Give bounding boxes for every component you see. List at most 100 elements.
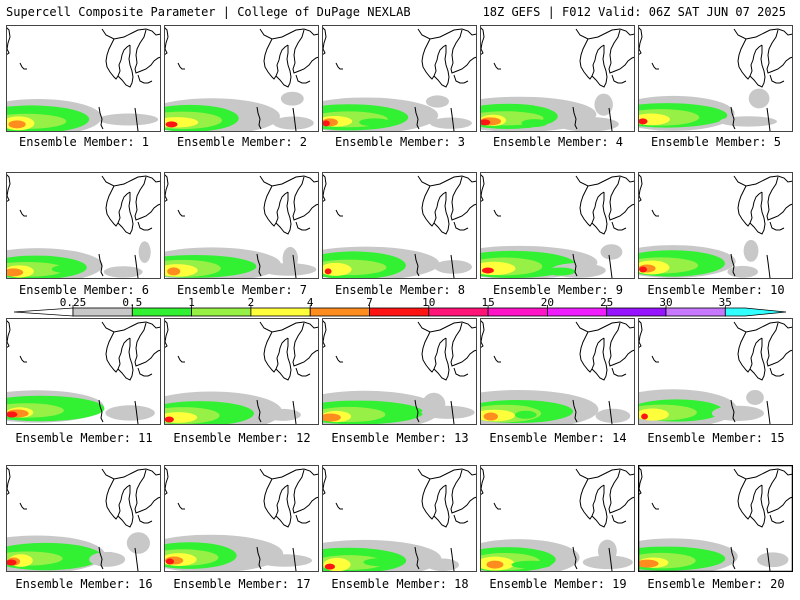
- great-lakes-coastline: [164, 173, 319, 279]
- scp-contour-fill: [6, 268, 24, 277]
- great-lakes-coastline: [480, 319, 635, 425]
- ensemble-member-panel: [6, 318, 161, 425]
- scp-contour-fill: [594, 93, 613, 116]
- ensemble-member-label: Ensemble Member: 16: [15, 577, 153, 591]
- scp-contour-fill: [434, 260, 473, 274]
- panel-frame: [480, 172, 635, 279]
- scp-contour-fill: [126, 532, 150, 554]
- scp-map: [164, 172, 319, 279]
- ensemble-member-label: Ensemble Member: 10: [647, 283, 785, 297]
- scp-contour-fill: [280, 91, 304, 106]
- panel-frame: [322, 25, 477, 132]
- scp-contour-fill: [6, 411, 18, 418]
- colorbar-tick-label: 10: [422, 296, 435, 309]
- colorbar-swatch: [665, 307, 726, 317]
- colorbar-tick-label: 2: [248, 296, 255, 309]
- ensemble-member-panel: [638, 172, 793, 279]
- scp-contour-fill: [422, 392, 446, 416]
- ensemble-member-panel: [322, 465, 477, 572]
- ensemble-member-label: Ensemble Member: 11: [15, 431, 153, 445]
- great-lakes-coastline: [480, 173, 635, 279]
- colorbar-swatch: [191, 307, 252, 317]
- great-lakes-coastline: [638, 173, 793, 279]
- scp-contour-fill: [359, 118, 391, 127]
- colorbar-swatch: [428, 307, 489, 317]
- panel-frame: [322, 172, 477, 279]
- scp-map: [322, 172, 477, 279]
- colorbar-tick-label: 1: [188, 296, 195, 309]
- scp-contour-fill: [324, 563, 335, 570]
- great-lakes-coastline: [6, 26, 161, 132]
- scp-map: [322, 318, 477, 425]
- scp-contour-fill: [51, 265, 81, 274]
- scp-contour-fill: [257, 554, 313, 567]
- ensemble-member-label: Ensemble Member: 15: [647, 431, 785, 445]
- panel-frame: [164, 465, 319, 572]
- great-lakes-coastline: [480, 466, 635, 572]
- panel-frame: [480, 25, 635, 132]
- ensemble-member-panel: [6, 465, 161, 572]
- ensemble-member-panel: [480, 172, 635, 279]
- scp-contour-fill: [600, 244, 623, 260]
- colorbar-tick-label: 7: [366, 296, 373, 309]
- ensemble-member-panel: [6, 25, 161, 132]
- ensemble-member-panel: [164, 172, 319, 279]
- scp-map: [638, 172, 793, 279]
- scp-contour-fill: [165, 121, 178, 128]
- scp-contour-fill: [322, 413, 341, 422]
- scp-contour-fill: [727, 265, 758, 278]
- ensemble-member-panel: [322, 318, 477, 425]
- scp-contour-fill: [511, 560, 552, 569]
- ensemble-member-label: Ensemble Member: 9: [492, 283, 624, 297]
- panel-frame: [164, 318, 319, 425]
- ensemble-member-label: Ensemble Member: 6: [18, 283, 150, 297]
- scp-contour-fill: [282, 246, 298, 271]
- panel-frame: [480, 465, 635, 572]
- scp-map: [638, 465, 793, 572]
- panel-frame: [6, 318, 161, 425]
- panel-frame: [322, 465, 477, 572]
- scp-contour-fill: [521, 119, 548, 128]
- scp-contour-fill: [483, 412, 498, 421]
- ensemble-member-panel: [480, 318, 635, 425]
- great-lakes-coastline: [6, 173, 161, 279]
- colorbar-swatch: [724, 307, 787, 317]
- ensemble-member-label: Ensemble Member: 18: [331, 577, 469, 591]
- chart-title: Supercell Composite Parameter | College …: [6, 5, 411, 19]
- scp-contour-fill: [272, 116, 314, 130]
- great-lakes-coastline: [480, 26, 635, 132]
- panel-frame: [638, 172, 793, 279]
- scp-contour-fill: [595, 408, 631, 423]
- scp-contour-fill: [89, 551, 126, 567]
- great-lakes-coastline: [322, 26, 477, 132]
- scp-map: [480, 172, 635, 279]
- ensemble-member-label: Ensemble Member: 4: [492, 135, 624, 149]
- great-lakes-coastline: [638, 26, 793, 132]
- scp-contour-fill: [425, 95, 449, 108]
- scp-contour-fill: [757, 552, 789, 568]
- panel-frame: [480, 318, 635, 425]
- scp-contour-fill: [544, 267, 576, 276]
- panel-frame: [638, 465, 793, 572]
- colorbar-tick-label: 30: [659, 296, 672, 309]
- scp-contour-fill: [265, 408, 301, 421]
- panel-frame: [6, 172, 161, 279]
- colorbar-tick-label: 25: [600, 296, 613, 309]
- ensemble-member-label: Ensemble Member: 3: [334, 135, 466, 149]
- colorbar-tick-label: 20: [541, 296, 554, 309]
- ensemble-member-label: Ensemble Member: 17: [173, 577, 311, 591]
- scp-contour-fill: [582, 555, 633, 570]
- ensemble-member-panel: [638, 25, 793, 132]
- ensemble-member-panel: [164, 465, 319, 572]
- ensemble-member-label: Ensemble Member: 20: [647, 577, 785, 591]
- scp-map: [164, 318, 319, 425]
- ensemble-member-label: Ensemble Member: 8: [334, 283, 466, 297]
- scp-map: [6, 465, 161, 572]
- great-lakes-coastline: [638, 319, 793, 425]
- great-lakes-coastline: [638, 466, 793, 572]
- scp-contour-fill: [638, 559, 659, 568]
- great-lakes-coastline: [6, 319, 161, 425]
- ensemble-member-label: Ensemble Member: 14: [489, 431, 627, 445]
- scp-contour-fill: [743, 239, 759, 262]
- scp-contour-fill: [746, 390, 764, 405]
